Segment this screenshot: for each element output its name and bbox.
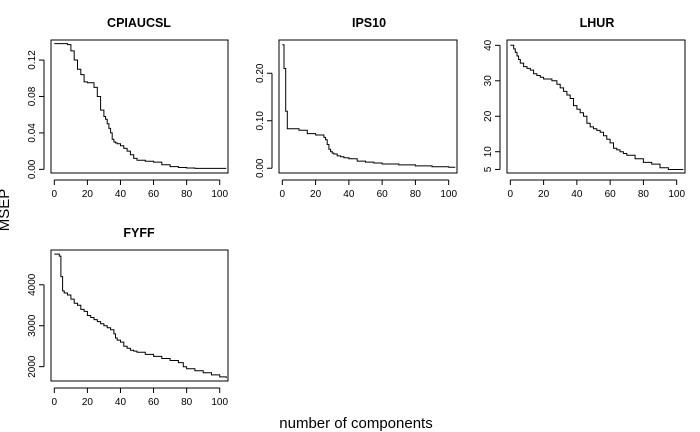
y-tick-label: 0.04	[27, 123, 38, 143]
x-tick-label: 100	[211, 397, 228, 408]
msep-series-line	[510, 44, 684, 170]
panel-cpiaucsl: CPIAUCSL 0 20 40 60 80 100 0.00 0.04 0.08 0.12	[27, 16, 229, 200]
y-tick-label: 0.20	[255, 63, 266, 83]
x-tick-label: 0	[52, 397, 58, 408]
x-tick-label: 60	[377, 189, 389, 200]
y-tick-label: 0.08	[27, 86, 38, 106]
msep-series-line	[54, 253, 227, 379]
x-tick-label: 20	[310, 189, 322, 200]
plot-frame	[506, 39, 686, 174]
figure-ylabel: MSEP	[0, 189, 13, 232]
panel-title: CPIAUCSL	[107, 16, 171, 30]
panel-ips10: IPS10 0 20 40 60 80 100 0.00 0.10 0.20	[255, 16, 458, 200]
msep-series-line	[54, 43, 227, 169]
panel-title: LHUR	[580, 16, 615, 30]
x-tick-label: 20	[82, 397, 94, 408]
msep-series-line	[282, 44, 456, 168]
y-tick-label: 0.10	[255, 111, 266, 131]
x-tick-label: 20	[82, 189, 94, 200]
x-tick-label: 80	[410, 189, 422, 200]
x-tick-label: 100	[440, 189, 457, 200]
y-tick-label: 2000	[27, 355, 38, 378]
y-tick-label: 5	[483, 166, 494, 172]
plot-frame	[50, 249, 229, 382]
y-tick-label: 20	[483, 110, 494, 122]
x-tick-label: 80	[181, 189, 193, 200]
plot-frame	[278, 39, 458, 174]
x-tick-label: 20	[538, 189, 550, 200]
y-tick-label: 0.12	[27, 50, 38, 70]
y-tick-label: 0.00	[27, 159, 38, 179]
plot-frame	[50, 39, 229, 174]
panel-fyff: FYFF 0 20 40 60 80 100 2000 3000 4000	[27, 226, 229, 408]
y-tick-label: 4000	[27, 273, 38, 296]
y-tick-label: 30	[483, 75, 494, 87]
x-tick-label: 40	[115, 189, 127, 200]
x-tick-label: 0	[508, 189, 514, 200]
x-tick-label: 60	[605, 189, 617, 200]
figure-xlabel: number of components	[279, 415, 432, 432]
x-tick-label: 60	[148, 189, 160, 200]
x-tick-label: 0	[280, 189, 286, 200]
x-tick-label: 100	[668, 189, 685, 200]
y-tick-label: 3000	[27, 314, 38, 337]
x-tick-label: 80	[638, 189, 650, 200]
y-tick-label: 10	[483, 146, 494, 158]
panel-lhur: LHUR 0 20 40 60 80 100 5 10 20 30 40	[483, 16, 686, 200]
x-tick-label: 40	[571, 189, 583, 200]
panel-title: IPS10	[352, 16, 386, 30]
y-tick-label: 0.00	[255, 158, 266, 178]
x-tick-label: 0	[52, 189, 58, 200]
x-tick-label: 100	[211, 189, 228, 200]
x-tick-label: 80	[181, 397, 193, 408]
x-tick-label: 60	[148, 397, 160, 408]
panel-title: FYFF	[123, 226, 155, 240]
y-tick-label: 40	[483, 39, 494, 51]
x-tick-label: 40	[343, 189, 355, 200]
x-tick-label: 40	[115, 397, 127, 408]
